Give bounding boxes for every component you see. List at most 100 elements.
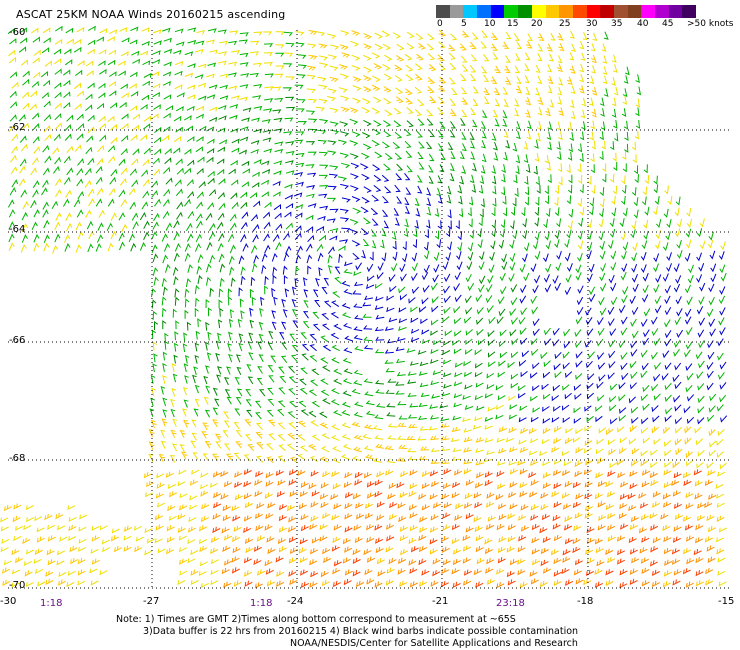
wind-barb [308,483,317,490]
wind-barb [443,285,450,294]
wind-barb [545,240,551,250]
wind-barb [631,252,637,262]
wind-barb [64,133,72,141]
wind-barb [599,250,606,260]
wind-barb [635,107,640,117]
wind-barb [360,163,369,170]
wind-barb [233,580,242,587]
wind-barb [33,49,41,56]
wind-barb [218,253,225,263]
wind-barb [617,426,625,433]
wind-barb [652,415,660,423]
wind-barb [500,286,507,295]
wind-barb [622,286,629,295]
wind-barb [418,162,425,170]
wind-barb [404,197,410,206]
wind-barb [375,283,383,289]
wind-barb [576,307,584,316]
wind-barb [574,559,583,566]
wind-barb [495,404,504,410]
wind-barb [398,415,408,420]
wind-barb [374,326,384,332]
wind-barb [184,252,191,262]
wind-barb [217,146,226,153]
wind-barb [131,179,139,188]
wind-barb [475,581,484,588]
wind-barb [475,294,483,303]
wind-barb [587,219,593,229]
wind-barb [609,228,616,238]
wind-barb [551,491,560,498]
wind-barb [307,172,317,178]
wind-barb [13,503,22,510]
wind-barb [329,76,339,83]
wind-barb [579,73,585,83]
wind-barb [586,558,595,565]
wind-barb [607,524,616,531]
wind-barb [371,218,379,226]
wind-barb [405,187,412,195]
wind-barb [405,150,413,158]
wind-barb [383,220,390,229]
wind-barb [595,546,604,554]
wind-barb [553,459,563,465]
wind-barb [272,191,281,197]
wind-barb [595,472,604,479]
wind-barb [354,401,364,407]
wind-barb [297,420,306,428]
wind-barb [393,120,402,128]
wind-barb [586,242,593,252]
wind-barb [264,98,274,103]
wind-barb [498,360,506,367]
lat-label: -62 [9,122,25,133]
wind-barb [362,54,372,61]
wind-barb [630,406,639,414]
wind-barb [594,581,604,588]
wind-barb [86,220,94,230]
wind-barb [227,233,235,243]
wind-barb [252,171,260,177]
wind-barb [419,580,428,587]
wind-barb [319,535,328,542]
wind-barb [674,513,683,520]
wind-barb [673,525,682,532]
wind-barb [717,352,724,361]
wind-barb [551,416,560,423]
wind-barb [121,92,129,99]
wind-barb [275,469,284,476]
wind-barb [419,545,428,553]
wind-barb [319,493,328,500]
wind-barb [430,514,439,521]
colorbar-label: 15 [507,19,519,29]
wind-barb [364,295,373,301]
wind-barb [339,152,349,159]
wind-barb [533,165,538,175]
wind-barb [476,558,485,565]
wind-barb [363,344,373,350]
wind-barb [397,502,406,509]
wind-barb [152,83,161,89]
wind-barb [524,186,530,196]
wind-barb [265,568,274,575]
wind-barb [365,454,375,460]
wind-barb [241,160,250,166]
wind-barb [486,384,495,390]
wind-barb [497,448,507,454]
wind-barb [600,283,607,292]
wind-barb [543,393,551,400]
wind-barb [173,115,182,122]
wind-barb [594,568,603,575]
wind-barb [63,79,71,87]
wind-barb [222,504,231,512]
wind-barb [478,217,483,227]
wind-barb [487,515,496,522]
wind-barb [629,360,637,369]
wind-barb [640,264,647,273]
wind-barb [271,287,276,297]
wind-barb [264,560,273,567]
wind-barb [409,512,418,519]
wind-barb [73,46,82,53]
wind-barb [537,75,543,84]
wind-barb [43,219,50,229]
wind-barb [460,118,466,126]
